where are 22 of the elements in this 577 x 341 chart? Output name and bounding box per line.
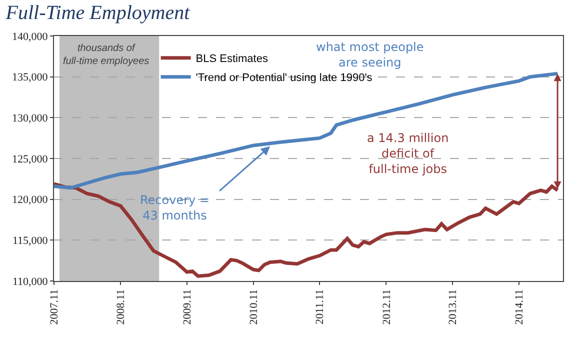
y-tick-label: 110,000 (12, 276, 48, 288)
x-tick-label: 2008.11 (115, 289, 128, 325)
band-label: thousands of full-time employees (63, 43, 150, 67)
x-tick-label: 2014.11 (514, 289, 526, 325)
x-tick-label: 2007.11 (48, 289, 61, 325)
chart-title: Full-Time Employment (4, 2, 190, 24)
x-tick-label: 2009.11 (182, 289, 194, 325)
y-tick-label: 130,000 (12, 112, 48, 125)
y-tick-label: 125,000 (12, 153, 48, 166)
legend-label: BLS Estimates (196, 53, 268, 66)
x-tick-label: 2012.11 (380, 289, 393, 325)
legend-label: 'Trend or Potential' using late 1990's (196, 72, 373, 84)
x-tick-label: 2010.11 (248, 289, 260, 325)
y-tick-label: 140,000 (12, 30, 48, 43)
x-tick-label: 2013.11 (447, 289, 460, 325)
y-tick-label: 115,000 (12, 235, 48, 248)
y-tick-label: 135,000 (12, 72, 48, 84)
annotation: a 14.3 million deficit of full-time jobs (367, 131, 449, 176)
annotation: Recovery = 43 months (140, 193, 210, 223)
y-tick-label: 120,000 (12, 194, 48, 206)
annotation: what most people are seeing (316, 40, 424, 70)
x-tick-label: 2011.11 (314, 289, 326, 324)
